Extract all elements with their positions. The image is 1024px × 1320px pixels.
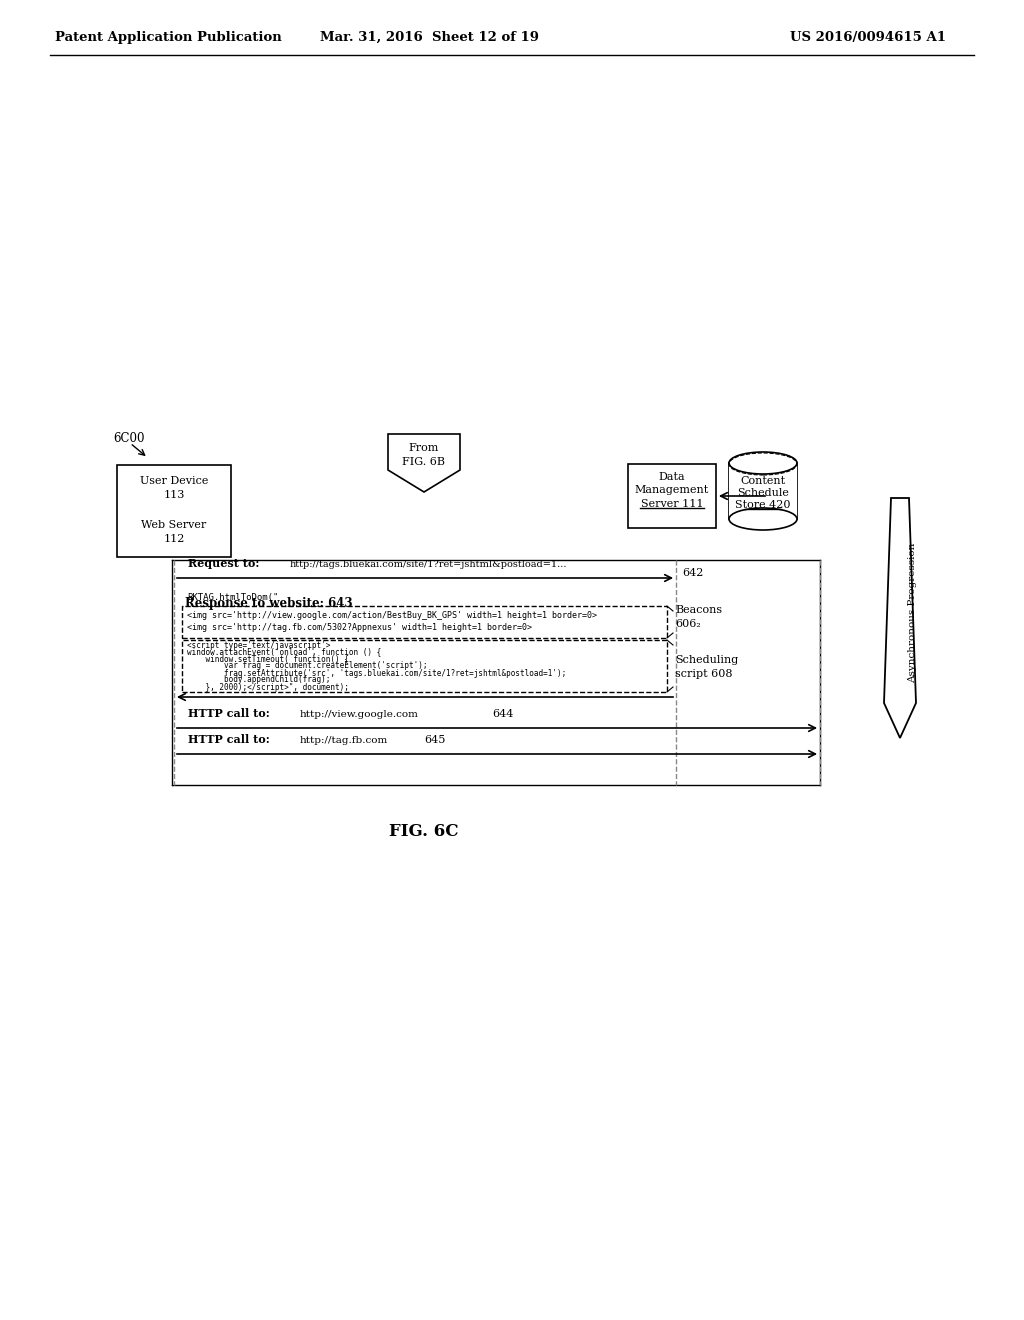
Text: http://tags.bluekai.com/site/1?ret=jshtml&postload=1...: http://tags.bluekai.com/site/1?ret=jshtm…: [290, 560, 567, 569]
Text: body.appendChild(frag);: body.appendChild(frag);: [187, 676, 331, 685]
Text: Store 420: Store 420: [735, 500, 791, 510]
Text: http://view.google.com: http://view.google.com: [300, 710, 419, 719]
Text: User Device: User Device: [140, 477, 208, 486]
Text: frag.setAttribute('src', 'tags.bluekai.com/site/1?ret=jshtml&postload=1');: frag.setAttribute('src', 'tags.bluekai.c…: [187, 668, 566, 677]
Text: http://tag.fb.com: http://tag.fb.com: [300, 737, 388, 744]
Text: window.setTimeout( function() {: window.setTimeout( function() {: [187, 655, 349, 664]
Text: Scheduling: Scheduling: [675, 655, 738, 665]
Polygon shape: [388, 434, 460, 492]
Text: FIG. 6B: FIG. 6B: [402, 457, 445, 467]
Text: HTTP call to:: HTTP call to:: [188, 708, 269, 719]
Text: Asynchronous Progression: Asynchronous Progression: [908, 543, 918, 684]
Text: Request to:: Request to:: [188, 558, 259, 569]
Text: Data: Data: [658, 473, 685, 482]
Text: script 608: script 608: [675, 669, 732, 678]
Text: Beacons: Beacons: [675, 605, 722, 615]
Text: <script type='text/javascript'>: <script type='text/javascript'>: [187, 640, 331, 649]
Text: 642: 642: [682, 568, 703, 578]
FancyBboxPatch shape: [120, 512, 228, 554]
Text: US 2016/0094615 A1: US 2016/0094615 A1: [790, 30, 946, 44]
Ellipse shape: [729, 451, 797, 474]
Text: 606₂: 606₂: [675, 619, 700, 630]
Text: Web Server: Web Server: [141, 520, 207, 531]
Text: Content: Content: [740, 477, 785, 486]
Text: }, 2000);</script>", document);: }, 2000);</script>", document);: [187, 682, 349, 692]
Text: Management: Management: [635, 484, 710, 495]
Text: Schedule: Schedule: [737, 488, 788, 498]
Text: Server 111: Server 111: [641, 499, 703, 510]
Text: BKTAG.htmlToDom(": BKTAG.htmlToDom(": [187, 593, 279, 602]
Text: 644: 644: [492, 709, 513, 719]
Text: FIG. 6C: FIG. 6C: [389, 824, 459, 841]
FancyBboxPatch shape: [729, 463, 797, 519]
Text: <img src='http://tag.fb.com/5302?Appnexus' width=1 height=1 border=0>: <img src='http://tag.fb.com/5302?Appnexu…: [187, 623, 532, 632]
Text: Mar. 31, 2016  Sheet 12 of 19: Mar. 31, 2016 Sheet 12 of 19: [321, 30, 540, 44]
Ellipse shape: [729, 508, 797, 531]
Text: window.attachEvent('onload', function () {: window.attachEvent('onload', function ()…: [187, 648, 381, 656]
Text: Patent Application Publication: Patent Application Publication: [55, 30, 282, 44]
Text: From: From: [409, 444, 439, 453]
FancyBboxPatch shape: [182, 606, 667, 638]
Text: 113: 113: [163, 490, 184, 500]
FancyBboxPatch shape: [182, 640, 667, 692]
Polygon shape: [884, 498, 916, 738]
Text: HTTP call to:: HTTP call to:: [188, 734, 269, 744]
Text: var frag = document.createElement('script');: var frag = document.createElement('scrip…: [187, 661, 427, 671]
Text: 6C00: 6C00: [113, 432, 144, 445]
Text: 645: 645: [424, 735, 445, 744]
FancyBboxPatch shape: [120, 469, 228, 510]
Text: <img src='http://view.google.com/action/BestBuy_BK_GPS' width=1 height=1 border=: <img src='http://view.google.com/action/…: [187, 610, 597, 619]
Text: 112: 112: [163, 535, 184, 544]
Text: Response to website: 643: Response to website: 643: [185, 598, 352, 610]
FancyBboxPatch shape: [117, 465, 231, 557]
FancyBboxPatch shape: [628, 465, 716, 528]
